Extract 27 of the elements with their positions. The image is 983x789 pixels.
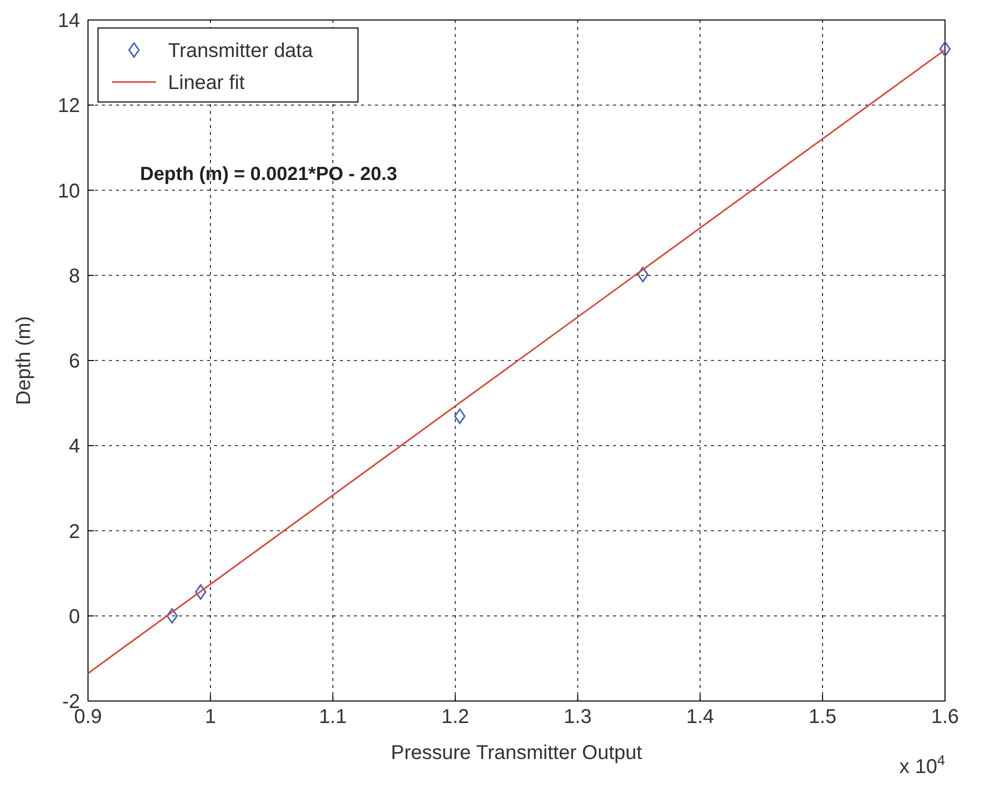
annotation: Depth (m) = 0.0021*PO - 20.3 (140, 164, 398, 185)
point (194, 584, 206, 600)
y-tick-label: 10 (58, 180, 80, 202)
legend-label: Transmitter data (168, 40, 314, 62)
x-tick-label: 1 (204, 706, 216, 728)
y-tick-label: 0 (68, 606, 80, 628)
x-tick-label: 1.2 (441, 706, 470, 728)
x-tick-label: 1.4 (686, 706, 714, 728)
y-tick-label: 2 (68, 520, 80, 543)
x-tick-label: 1.1 (318, 706, 347, 728)
y-axis-title: Depth (m) (13, 316, 35, 405)
y-tick-label: 8 (68, 265, 80, 288)
text: x 10$^{4}$ (899, 752, 946, 778)
y-tick-label: 4 (68, 436, 80, 458)
point (454, 408, 466, 424)
x-tick-label: 0.9 (74, 706, 102, 728)
point (637, 266, 648, 282)
x-tick-label: 1.3 (564, 706, 592, 728)
x-tick-label: 1.5 (808, 706, 836, 728)
y-tick-label: 14 (58, 10, 80, 32)
y-tick-label: 6 (68, 350, 80, 372)
point (166, 608, 178, 624)
x-axis-title: Pressure Transmitter Output (390, 742, 643, 764)
y-tick-label: 12 (58, 95, 80, 118)
point (939, 41, 951, 57)
x-tick-label: 1.6 (931, 706, 959, 728)
legend-label: Linear fit (168, 72, 246, 94)
